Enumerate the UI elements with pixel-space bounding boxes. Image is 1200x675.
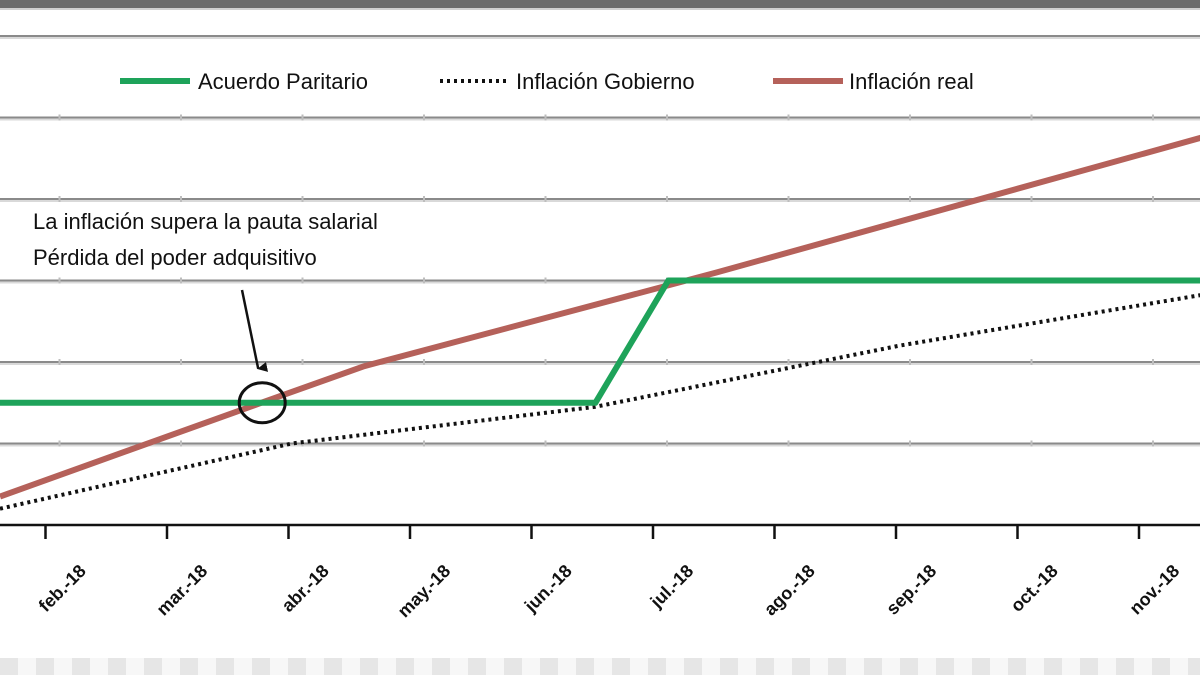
x-tick-label: feb.-18 [35, 561, 90, 616]
legend-label: Inflación real [849, 69, 974, 94]
series-line [0, 293, 1200, 511]
x-tick-label: abr.-18 [278, 561, 333, 616]
legend-label: Inflación Gobierno [516, 69, 695, 94]
x-tick-label: may.-18 [394, 561, 455, 622]
x-tick-label: jun.-18 [520, 561, 576, 617]
x-tick-label: ago.-18 [760, 561, 819, 620]
annotation-circle [237, 381, 287, 425]
annotation-arrow [240, 289, 269, 372]
legend-label: Acuerdo Paritario [198, 69, 368, 94]
annotation-line: Pérdida del poder adquisitivo [33, 245, 317, 270]
x-axis: feb.-18 mar.-18 abr.-18 may.-18 jun.-18 jul.-… [0, 523, 1200, 622]
series-line [0, 134, 1200, 500]
annotation-line: La inflación supera la pauta salarial [33, 209, 378, 234]
x-tick-label: sep.-18 [882, 561, 940, 619]
series-lines [0, 134, 1200, 511]
grid-lines [0, 35, 1200, 447]
x-tick-label: nov.-18 [1126, 561, 1184, 619]
x-tick-label: jul.-18 [646, 561, 698, 613]
annotation: La inflación supera la pauta salarial Pér… [33, 209, 378, 425]
bottom-strip [0, 658, 1200, 675]
legend: Acuerdo Paritario Inflación Gobierno Infla… [120, 69, 974, 94]
chart-top-border-inner [0, 8, 1200, 10]
series-line [0, 277, 1200, 406]
x-tick-label: oct.-18 [1007, 561, 1062, 616]
chart-top-border [0, 0, 1200, 8]
x-tick-label: mar.-18 [153, 561, 212, 620]
